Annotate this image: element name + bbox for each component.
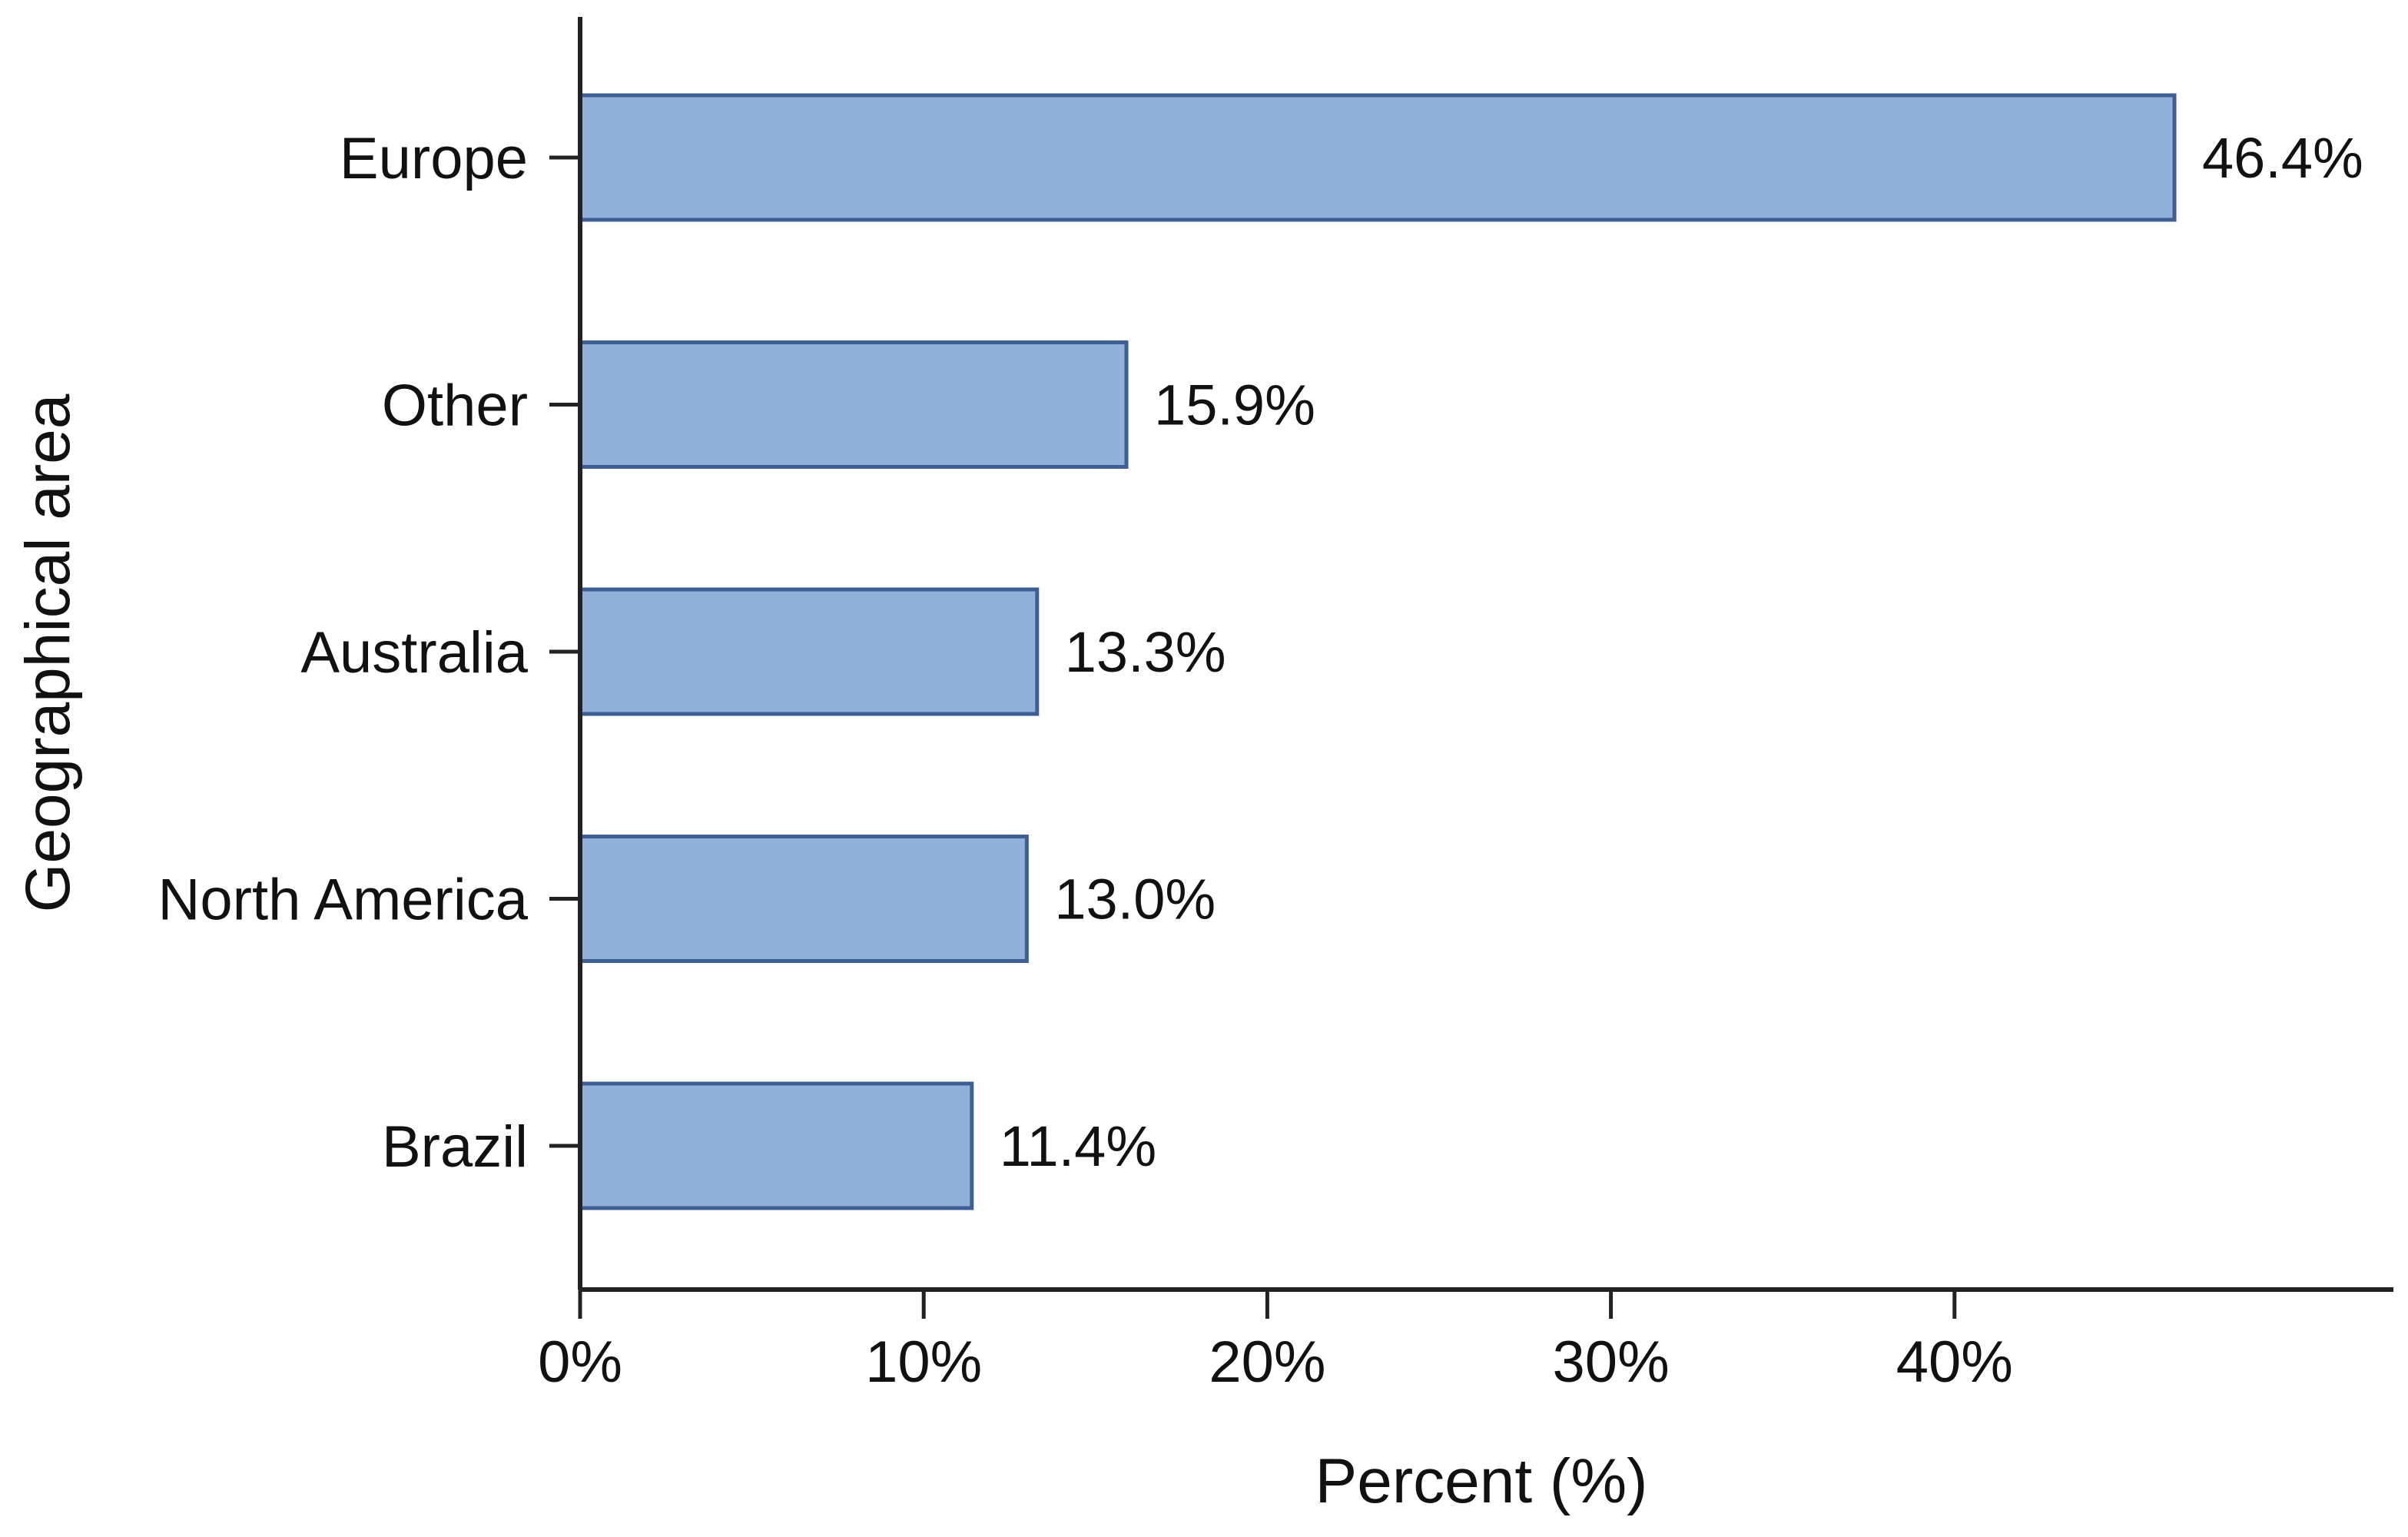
bars-group: [578, 93, 2177, 1210]
x-tick-label: 40%: [1896, 1330, 2013, 1395]
bar: [578, 340, 1129, 469]
x-tick-label: 20%: [1209, 1330, 1325, 1395]
category-label: North America: [158, 868, 529, 933]
x-tick-label: 30%: [1553, 1330, 1670, 1395]
category-label: Europe: [340, 126, 528, 191]
value-label: 46.4%: [2202, 126, 2363, 190]
value-labels-group: 46.4% 15.9% 13.3% 13.0% 11.4%: [1000, 126, 2363, 1178]
x-tick-label: 0%: [538, 1330, 622, 1395]
x-ticks-group: 0% 10% 20% 30% 40%: [538, 1290, 2013, 1395]
bar: [578, 835, 1029, 963]
category-labels-group: Europe Other Australia North America Brazil: [158, 126, 580, 1180]
category-label: Brazil: [382, 1114, 528, 1180]
x-axis-title: Percent (%): [1315, 1446, 1648, 1516]
y-axis-title: Geographical area: [13, 393, 83, 912]
bar: [578, 587, 1040, 716]
category-label: Other: [382, 373, 528, 439]
value-label: 11.4%: [1000, 1114, 1156, 1178]
value-label: 15.9%: [1154, 373, 1315, 437]
bar: [578, 1081, 974, 1210]
value-label: 13.0%: [1054, 868, 1216, 931]
bar: [578, 93, 2177, 222]
category-label: Australia: [300, 620, 528, 686]
x-tick-label: 10%: [865, 1330, 982, 1395]
value-label: 13.3%: [1065, 620, 1226, 684]
